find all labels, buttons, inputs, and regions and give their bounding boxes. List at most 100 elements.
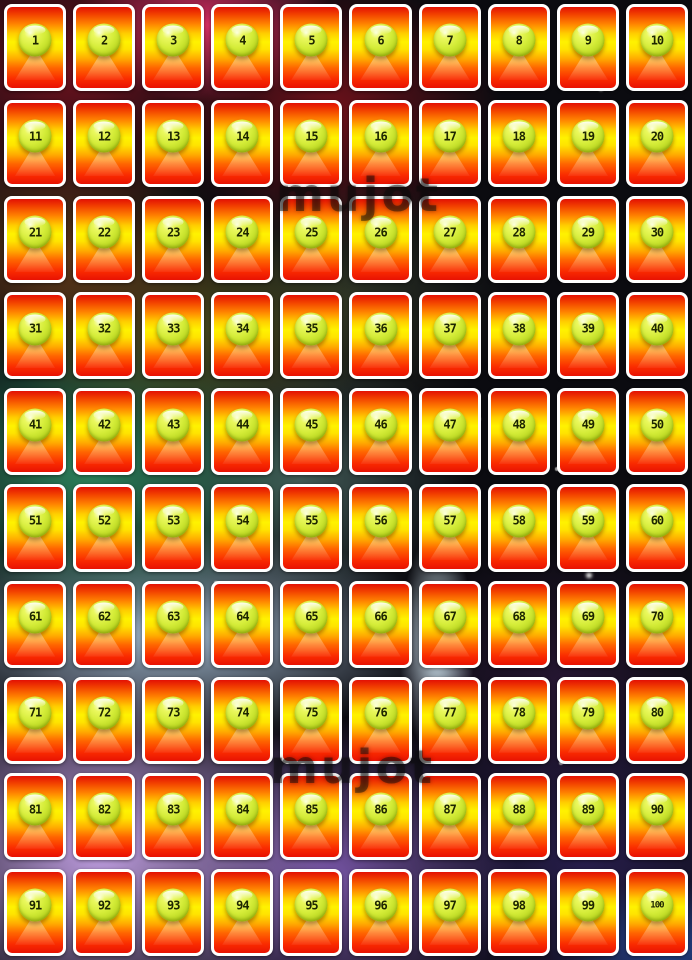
card[interactable]: 39	[556, 292, 619, 380]
card[interactable]: 99	[556, 868, 619, 956]
card[interactable]: 85	[280, 772, 343, 860]
card[interactable]: 90	[625, 772, 688, 860]
card[interactable]: 21	[4, 196, 67, 284]
card[interactable]: 2	[73, 4, 136, 92]
card[interactable]: 1	[4, 4, 67, 92]
card[interactable]: 24	[211, 196, 274, 284]
card[interactable]: 86	[349, 772, 412, 860]
card[interactable]: 28	[487, 196, 550, 284]
card[interactable]: 49	[556, 388, 619, 476]
card[interactable]: 4	[211, 4, 274, 92]
card[interactable]: 23	[142, 196, 205, 284]
card[interactable]: 83	[142, 772, 205, 860]
card[interactable]: 27	[418, 196, 481, 284]
card[interactable]: 73	[142, 676, 205, 764]
card[interactable]: 75	[280, 676, 343, 764]
card[interactable]: 36	[349, 292, 412, 380]
card[interactable]: 79	[556, 676, 619, 764]
card[interactable]: 84	[211, 772, 274, 860]
card[interactable]: 100	[625, 868, 688, 956]
card[interactable]: 92	[73, 868, 136, 956]
card[interactable]: 58	[487, 484, 550, 572]
card[interactable]: 77	[418, 676, 481, 764]
card[interactable]: 56	[349, 484, 412, 572]
card[interactable]: 53	[142, 484, 205, 572]
card[interactable]: 43	[142, 388, 205, 476]
card[interactable]: 19	[556, 100, 619, 188]
card[interactable]: 66	[349, 580, 412, 668]
card[interactable]: 17	[418, 100, 481, 188]
card[interactable]: 65	[280, 580, 343, 668]
card[interactable]: 34	[211, 292, 274, 380]
card[interactable]: 46	[349, 388, 412, 476]
card[interactable]: 8	[487, 4, 550, 92]
card[interactable]: 16	[349, 100, 412, 188]
card[interactable]: 68	[487, 580, 550, 668]
card[interactable]: 33	[142, 292, 205, 380]
card[interactable]: 96	[349, 868, 412, 956]
card[interactable]: 6	[349, 4, 412, 92]
card[interactable]: 52	[73, 484, 136, 572]
card[interactable]: 70	[625, 580, 688, 668]
card[interactable]: 42	[73, 388, 136, 476]
card[interactable]: 78	[487, 676, 550, 764]
card[interactable]: 35	[280, 292, 343, 380]
card[interactable]: 38	[487, 292, 550, 380]
card[interactable]: 95	[280, 868, 343, 956]
card[interactable]: 10	[625, 4, 688, 92]
card[interactable]: 98	[487, 868, 550, 956]
card[interactable]: 48	[487, 388, 550, 476]
card[interactable]: 64	[211, 580, 274, 668]
card[interactable]: 18	[487, 100, 550, 188]
card[interactable]: 76	[349, 676, 412, 764]
card[interactable]: 44	[211, 388, 274, 476]
card[interactable]: 71	[4, 676, 67, 764]
card[interactable]: 12	[73, 100, 136, 188]
card[interactable]: 32	[73, 292, 136, 380]
card[interactable]: 51	[4, 484, 67, 572]
card[interactable]: 60	[625, 484, 688, 572]
card[interactable]: 45	[280, 388, 343, 476]
card[interactable]: 5	[280, 4, 343, 92]
card[interactable]: 3	[142, 4, 205, 92]
card[interactable]: 47	[418, 388, 481, 476]
card[interactable]: 22	[73, 196, 136, 284]
card[interactable]: 87	[418, 772, 481, 860]
card[interactable]: 93	[142, 868, 205, 956]
card[interactable]: 57	[418, 484, 481, 572]
card[interactable]: 26	[349, 196, 412, 284]
card[interactable]: 37	[418, 292, 481, 380]
card[interactable]: 20	[625, 100, 688, 188]
card[interactable]: 72	[73, 676, 136, 764]
card[interactable]: 11	[4, 100, 67, 188]
card[interactable]: 94	[211, 868, 274, 956]
card[interactable]: 61	[4, 580, 67, 668]
card[interactable]: 54	[211, 484, 274, 572]
card[interactable]: 30	[625, 196, 688, 284]
card[interactable]: 69	[556, 580, 619, 668]
card[interactable]: 14	[211, 100, 274, 188]
card[interactable]: 9	[556, 4, 619, 92]
card[interactable]: 80	[625, 676, 688, 764]
card[interactable]: 7	[418, 4, 481, 92]
card[interactable]: 97	[418, 868, 481, 956]
card[interactable]: 89	[556, 772, 619, 860]
card[interactable]: 74	[211, 676, 274, 764]
card[interactable]: 82	[73, 772, 136, 860]
card[interactable]: 63	[142, 580, 205, 668]
card[interactable]: 29	[556, 196, 619, 284]
card[interactable]: 40	[625, 292, 688, 380]
card[interactable]: 13	[142, 100, 205, 188]
card[interactable]: 62	[73, 580, 136, 668]
card[interactable]: 91	[4, 868, 67, 956]
card[interactable]: 55	[280, 484, 343, 572]
card[interactable]: 15	[280, 100, 343, 188]
card[interactable]: 41	[4, 388, 67, 476]
card[interactable]: 25	[280, 196, 343, 284]
card[interactable]: 88	[487, 772, 550, 860]
card[interactable]: 31	[4, 292, 67, 380]
card[interactable]: 67	[418, 580, 481, 668]
card[interactable]: 59	[556, 484, 619, 572]
card[interactable]: 81	[4, 772, 67, 860]
card[interactable]: 50	[625, 388, 688, 476]
